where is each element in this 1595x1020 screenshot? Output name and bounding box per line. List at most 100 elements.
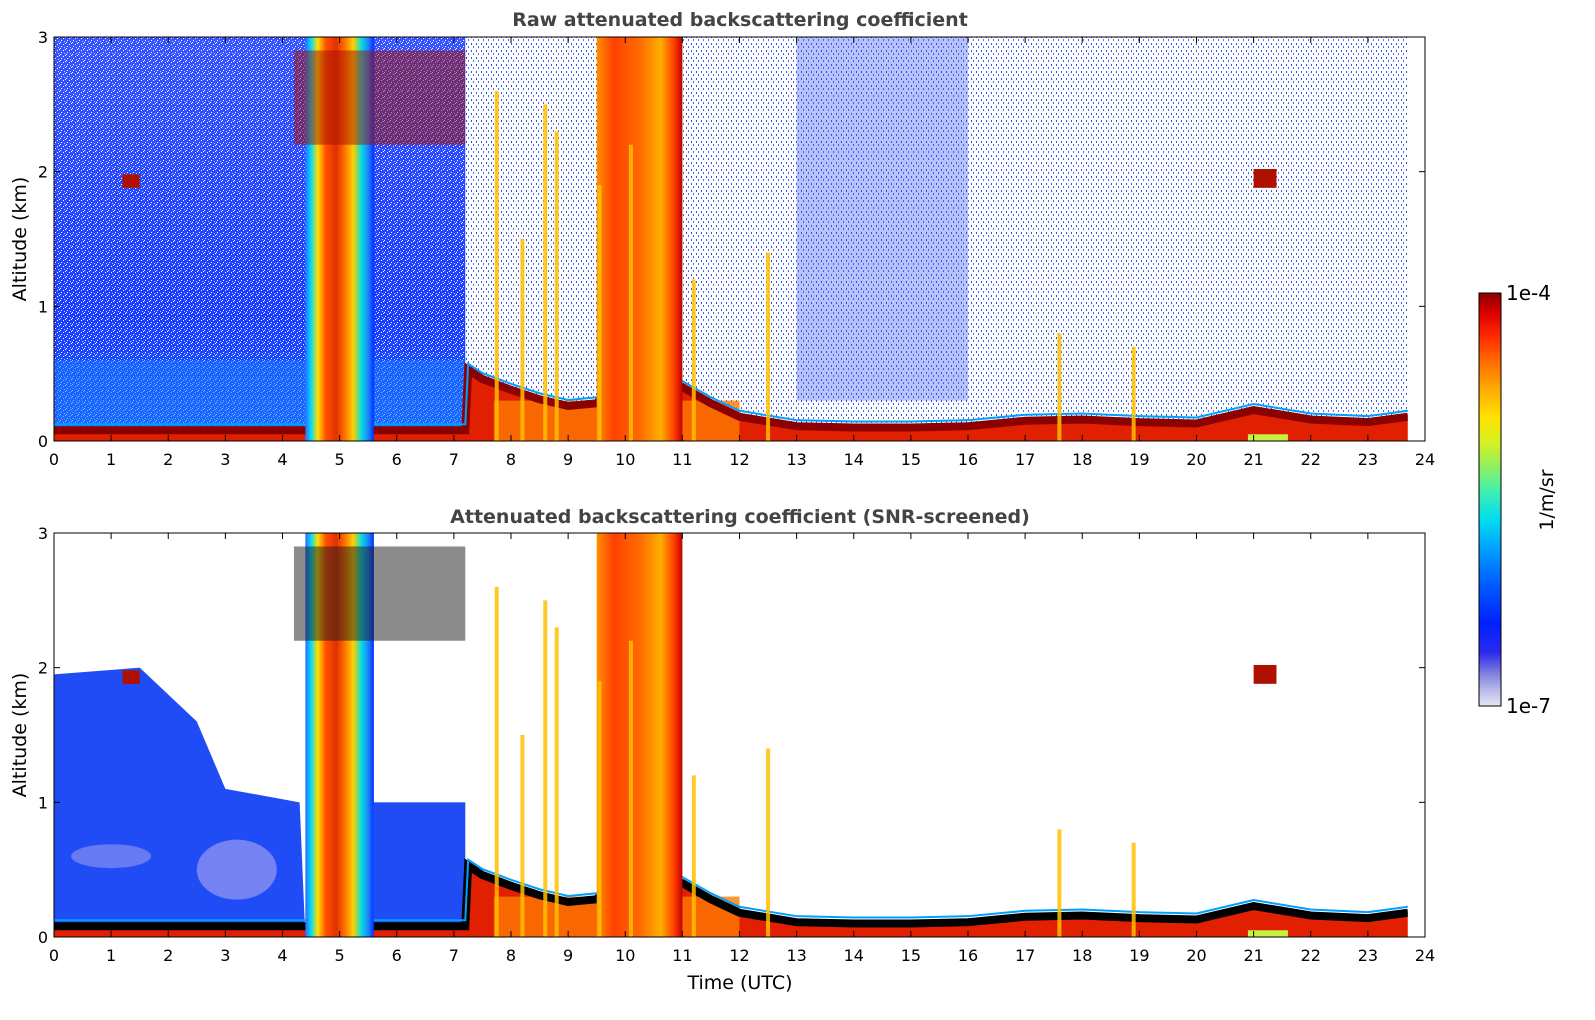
boundary-layer-top (54, 858, 1409, 931)
x-tick-label: 4 (277, 946, 287, 965)
plume (554, 627, 559, 937)
y-tick-label: 0 (38, 928, 48, 947)
cloud-patch (1253, 168, 1277, 188)
plume (597, 681, 602, 937)
x-tick-label: 15 (901, 450, 921, 469)
x-tick-label: 18 (1072, 450, 1092, 469)
x-tick-label: 7 (449, 450, 459, 469)
x-tick-label: 17 (1015, 946, 1035, 965)
x-tick-label: 22 (1301, 450, 1321, 469)
x-tick-label: 22 (1301, 946, 1321, 965)
plume (628, 144, 633, 441)
x-tick-label: 15 (901, 946, 921, 965)
x-tick-label: 20 (1186, 450, 1206, 469)
x-tick-label: 10 (615, 450, 635, 469)
x-tick-label: 3 (220, 946, 230, 965)
plume (543, 104, 548, 441)
x-tick-label: 8 (506, 450, 516, 469)
boundary-layer-edge (54, 361, 1408, 426)
cloud-column (596, 533, 683, 937)
x-tick-label: 2 (163, 946, 173, 965)
colorbar-max-label: 1e-4 (1506, 281, 1551, 305)
x-tick-label: 24 (1415, 450, 1435, 469)
x-tick-label: 1 (106, 450, 116, 469)
plume (691, 279, 696, 441)
plume (1057, 829, 1062, 937)
boundary-layer-edge (54, 857, 1408, 922)
noise-band (796, 37, 968, 401)
plume (1057, 333, 1062, 441)
y-axis-label: Altitude (km) (9, 177, 31, 302)
cloud-layer (293, 546, 466, 641)
x-tick-label: 11 (672, 450, 692, 469)
plume (1131, 842, 1136, 937)
x-tick-label: 16 (958, 450, 978, 469)
x-tick-label: 0 (49, 450, 59, 469)
plume (494, 90, 499, 441)
plume (543, 600, 548, 937)
x-tick-label: 12 (729, 946, 749, 965)
x-tick-label: 13 (786, 450, 806, 469)
x-tick-label: 14 (844, 450, 864, 469)
plume (628, 640, 633, 937)
cloud-column (596, 37, 683, 441)
no-data-region (1407, 37, 1425, 441)
plume (691, 775, 696, 937)
y-tick-label: 1 (38, 297, 48, 316)
x-tick-label: 18 (1072, 946, 1092, 965)
x-tick-label: 19 (1129, 946, 1149, 965)
x-tick-label: 2 (163, 450, 173, 469)
screened-heatmap-area (54, 533, 1425, 937)
plume (520, 735, 525, 937)
raw-backscatter-panel: 0 1 2 3 4 5 6 7 8 9 10 11 12 13 14 15 16 17 18 19 20 21 22 23 24… (9, 9, 1435, 469)
cloud-patch (122, 174, 140, 188)
boundary-layer-top (54, 362, 1409, 435)
x-tick-label: 20 (1186, 946, 1206, 965)
x-tick-label: 23 (1358, 946, 1378, 965)
x-tick-label: 11 (672, 946, 692, 965)
x-tick-label: 5 (335, 450, 345, 469)
plume (597, 185, 602, 441)
plume (554, 131, 559, 441)
x-axis-label: Time (UTC) (686, 972, 792, 994)
x-tick-label: 4 (277, 450, 287, 469)
x-tick-label: 19 (1129, 450, 1149, 469)
plume (494, 586, 499, 937)
x-tick-label: 17 (1015, 450, 1035, 469)
y-tick-label: 2 (38, 163, 48, 182)
x-tick-label: 8 (506, 946, 516, 965)
x-tick-label: 12 (729, 450, 749, 469)
colorbar: 1e-4 1e-7 1/m/sr (1478, 281, 1558, 718)
x-tick-label: 24 (1415, 946, 1435, 965)
x-tick-label: 21 (1243, 946, 1263, 965)
chart-title: Attenuated backscattering coefficient (S… (450, 506, 1030, 528)
x-tick-label: 6 (392, 946, 402, 965)
x-tick-label: 0 (49, 946, 59, 965)
aerosol-region-late (373, 802, 466, 937)
x-tick-label: 14 (844, 946, 864, 965)
plume (766, 252, 771, 441)
x-tick-label: 13 (786, 946, 806, 965)
raw-heatmap-area (54, 37, 1425, 441)
y-tick-label: 2 (38, 659, 48, 678)
snr-screened-panel: 0 1 2 3 4 5 6 7 8 9 10 11 12 13 14 15 16 17 18 19 20 21 22 23 24… (9, 506, 1435, 994)
colorbar-min-label: 1e-7 (1506, 694, 1551, 718)
plume (766, 748, 771, 937)
x-tick-label: 23 (1358, 450, 1378, 469)
cloud-patch (1253, 664, 1277, 684)
y-axis-label: Altitude (km) (9, 673, 31, 798)
axis-ticks: 0 1 2 3 4 5 6 7 8 9 10 11 12 13 14 15 16 17 18 19 20 21 22 23 24… (38, 28, 1435, 469)
aerosol-patch (196, 839, 277, 900)
x-tick-label: 9 (563, 946, 573, 965)
cloud-layer (293, 50, 466, 145)
plume (520, 239, 525, 441)
x-tick-label: 3 (220, 450, 230, 469)
x-tick-label: 6 (392, 450, 402, 469)
chart-title: Raw attenuated backscattering coefficien… (512, 9, 968, 31)
x-tick-label: 1 (106, 946, 116, 965)
x-tick-label: 7 (449, 946, 459, 965)
y-tick-label: 0 (38, 432, 48, 451)
surface-layer (1247, 434, 1288, 441)
surface-layer (1247, 930, 1288, 937)
